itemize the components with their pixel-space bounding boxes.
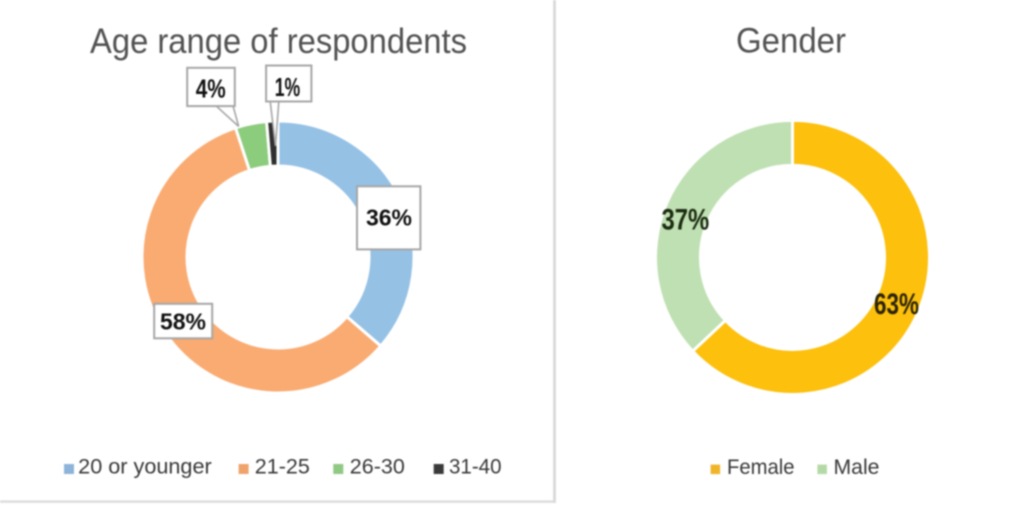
svg-text:Age range of respondents: Age range of respondents [90,22,467,61]
svg-text:58%: 58% [160,308,206,334]
svg-text:26-30: 26-30 [350,456,405,479]
svg-text:63%: 63% [874,288,919,321]
svg-text:36%: 36% [366,205,412,231]
svg-text:1%: 1% [275,72,301,102]
svg-text:31-40: 31-40 [449,456,502,479]
svg-text:Male: Male [834,456,880,479]
svg-text:Gender: Gender [736,22,846,61]
svg-text:Female: Female [727,456,795,479]
svg-text:4%: 4% [196,74,226,104]
svg-text:20 or younger: 20 or younger [78,456,212,479]
svg-text:37%: 37% [662,204,710,237]
svg-text:21-25: 21-25 [255,456,310,479]
